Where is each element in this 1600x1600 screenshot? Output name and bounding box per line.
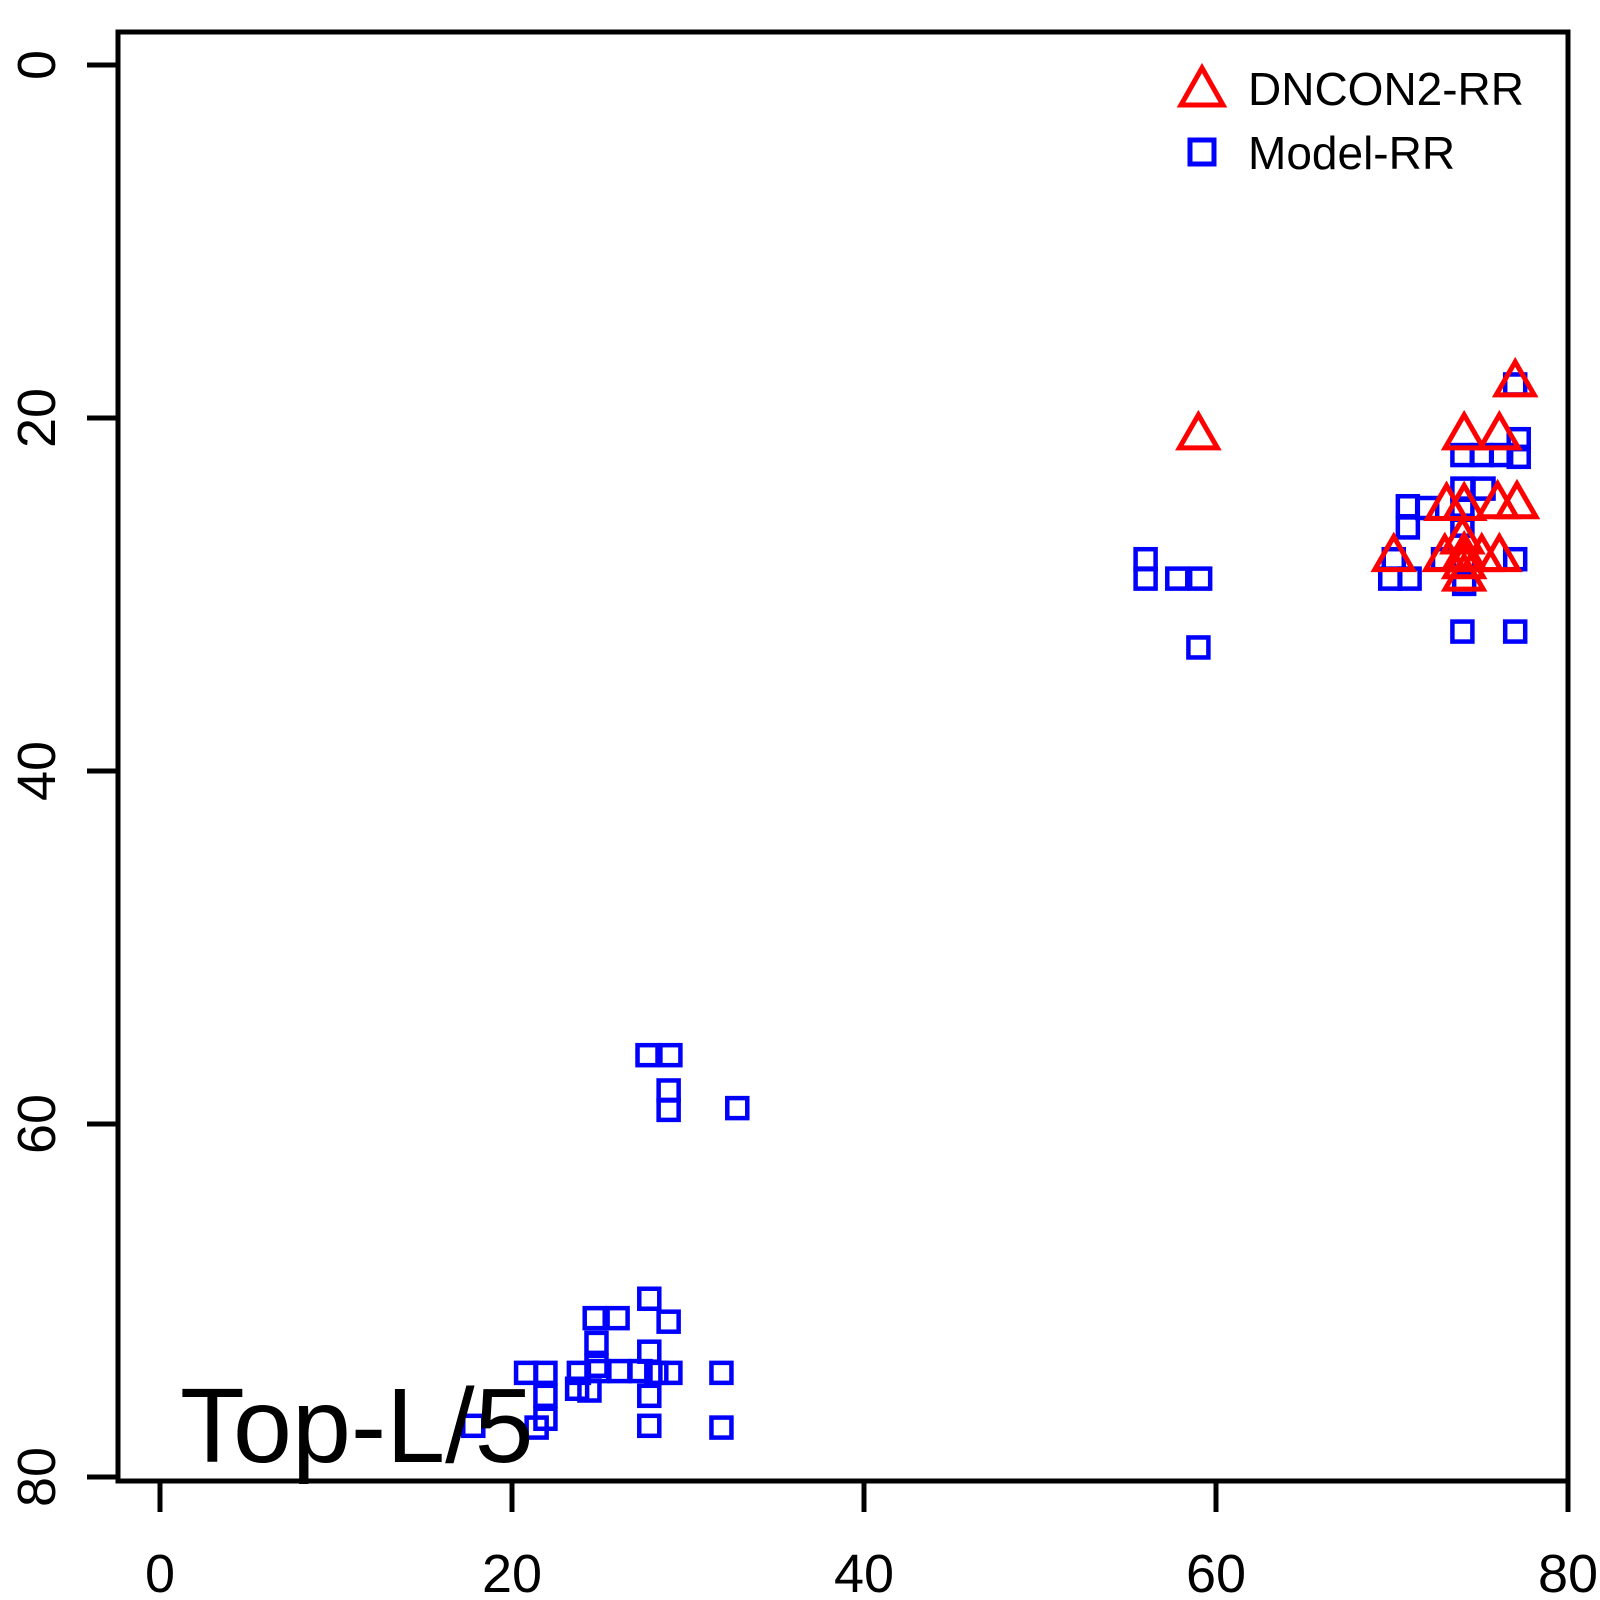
y-axis: 0 20 40 60 80 <box>7 50 118 1507</box>
data-point-square <box>656 1078 681 1103</box>
annotation-top-l5: Top-L/5 <box>180 1367 534 1485</box>
series-model-rr <box>461 372 1531 1440</box>
x-tick-label: 40 <box>834 1544 894 1600</box>
x-tick-label: 20 <box>482 1544 542 1600</box>
legend-item-dncon2-rr: DNCON2-RR <box>1176 62 1524 115</box>
y-tick-label: 40 <box>7 741 67 801</box>
data-point-square <box>582 1305 607 1331</box>
data-point-square <box>1451 571 1477 597</box>
data-point-triangle <box>1476 531 1523 573</box>
data-point-triangle <box>1440 551 1488 592</box>
data-point-square <box>577 1378 602 1403</box>
data-point-square <box>658 1042 683 1068</box>
data-point-triangle <box>1440 409 1488 451</box>
data-point-square <box>709 1415 734 1440</box>
legend-label: DNCON2-RR <box>1248 63 1524 115</box>
x-tick-label: 80 <box>1538 1544 1598 1600</box>
data-point-square <box>1488 442 1514 468</box>
data-point-square <box>1133 546 1158 572</box>
legend: DNCON2-RR Model-RR <box>1176 62 1524 179</box>
data-point-square <box>725 1095 750 1121</box>
data-point-square <box>607 1358 632 1384</box>
data-point-square <box>605 1305 630 1331</box>
data-point-square <box>637 1383 662 1409</box>
data-point-triangle <box>1175 409 1222 451</box>
data-point-square <box>656 1309 681 1334</box>
y-tick-label: 60 <box>7 1094 67 1154</box>
square-legend-icon <box>1187 137 1217 167</box>
y-tick-label: 80 <box>7 1447 67 1507</box>
data-point-square <box>1395 494 1421 519</box>
data-point-square <box>1395 515 1421 540</box>
x-axis: 0 20 40 60 80 <box>145 1481 1598 1600</box>
data-point-square <box>709 1360 734 1386</box>
data-point-triangle <box>1440 538 1488 580</box>
data-point-square <box>533 1383 558 1409</box>
data-point-square <box>524 1415 549 1440</box>
y-tick-label: 20 <box>7 388 67 448</box>
data-point-triangle <box>1439 514 1486 555</box>
data-point-square <box>637 1339 662 1364</box>
plot-border <box>115 29 1571 1484</box>
data-point-triangle <box>1491 356 1539 398</box>
data-point-square <box>1187 566 1213 591</box>
data-point-square <box>628 1358 653 1384</box>
legend-item-model-rr: Model-RR <box>1187 127 1455 179</box>
x-tick-label: 0 <box>145 1544 175 1600</box>
data-point-square <box>533 1360 558 1386</box>
data-point-square <box>1450 619 1475 644</box>
data-point-square <box>656 1097 681 1123</box>
series-dncon2-rr <box>1175 356 1541 592</box>
data-point-square <box>461 1413 486 1439</box>
data-point-square <box>644 1360 669 1386</box>
data-point-square <box>637 1286 662 1311</box>
data-point-triangle <box>1476 409 1523 451</box>
data-point-square <box>635 1042 660 1068</box>
data-point-square <box>1502 619 1528 644</box>
data-point-triangle <box>1370 531 1418 573</box>
data-point-square <box>1186 635 1211 660</box>
data-point-square <box>564 1376 590 1401</box>
triangle-legend-icon <box>1176 62 1228 108</box>
data-point-square <box>637 1413 662 1439</box>
x-tick-label: 60 <box>1186 1544 1246 1600</box>
y-tick-label: 0 <box>7 50 67 80</box>
data-point-square <box>584 1330 609 1356</box>
data-point-square <box>1133 566 1158 591</box>
data-point-triangle <box>1493 478 1541 520</box>
legend-label: Model-RR <box>1248 127 1455 179</box>
data-point-square <box>1165 566 1190 591</box>
data-point-square <box>658 1360 683 1386</box>
